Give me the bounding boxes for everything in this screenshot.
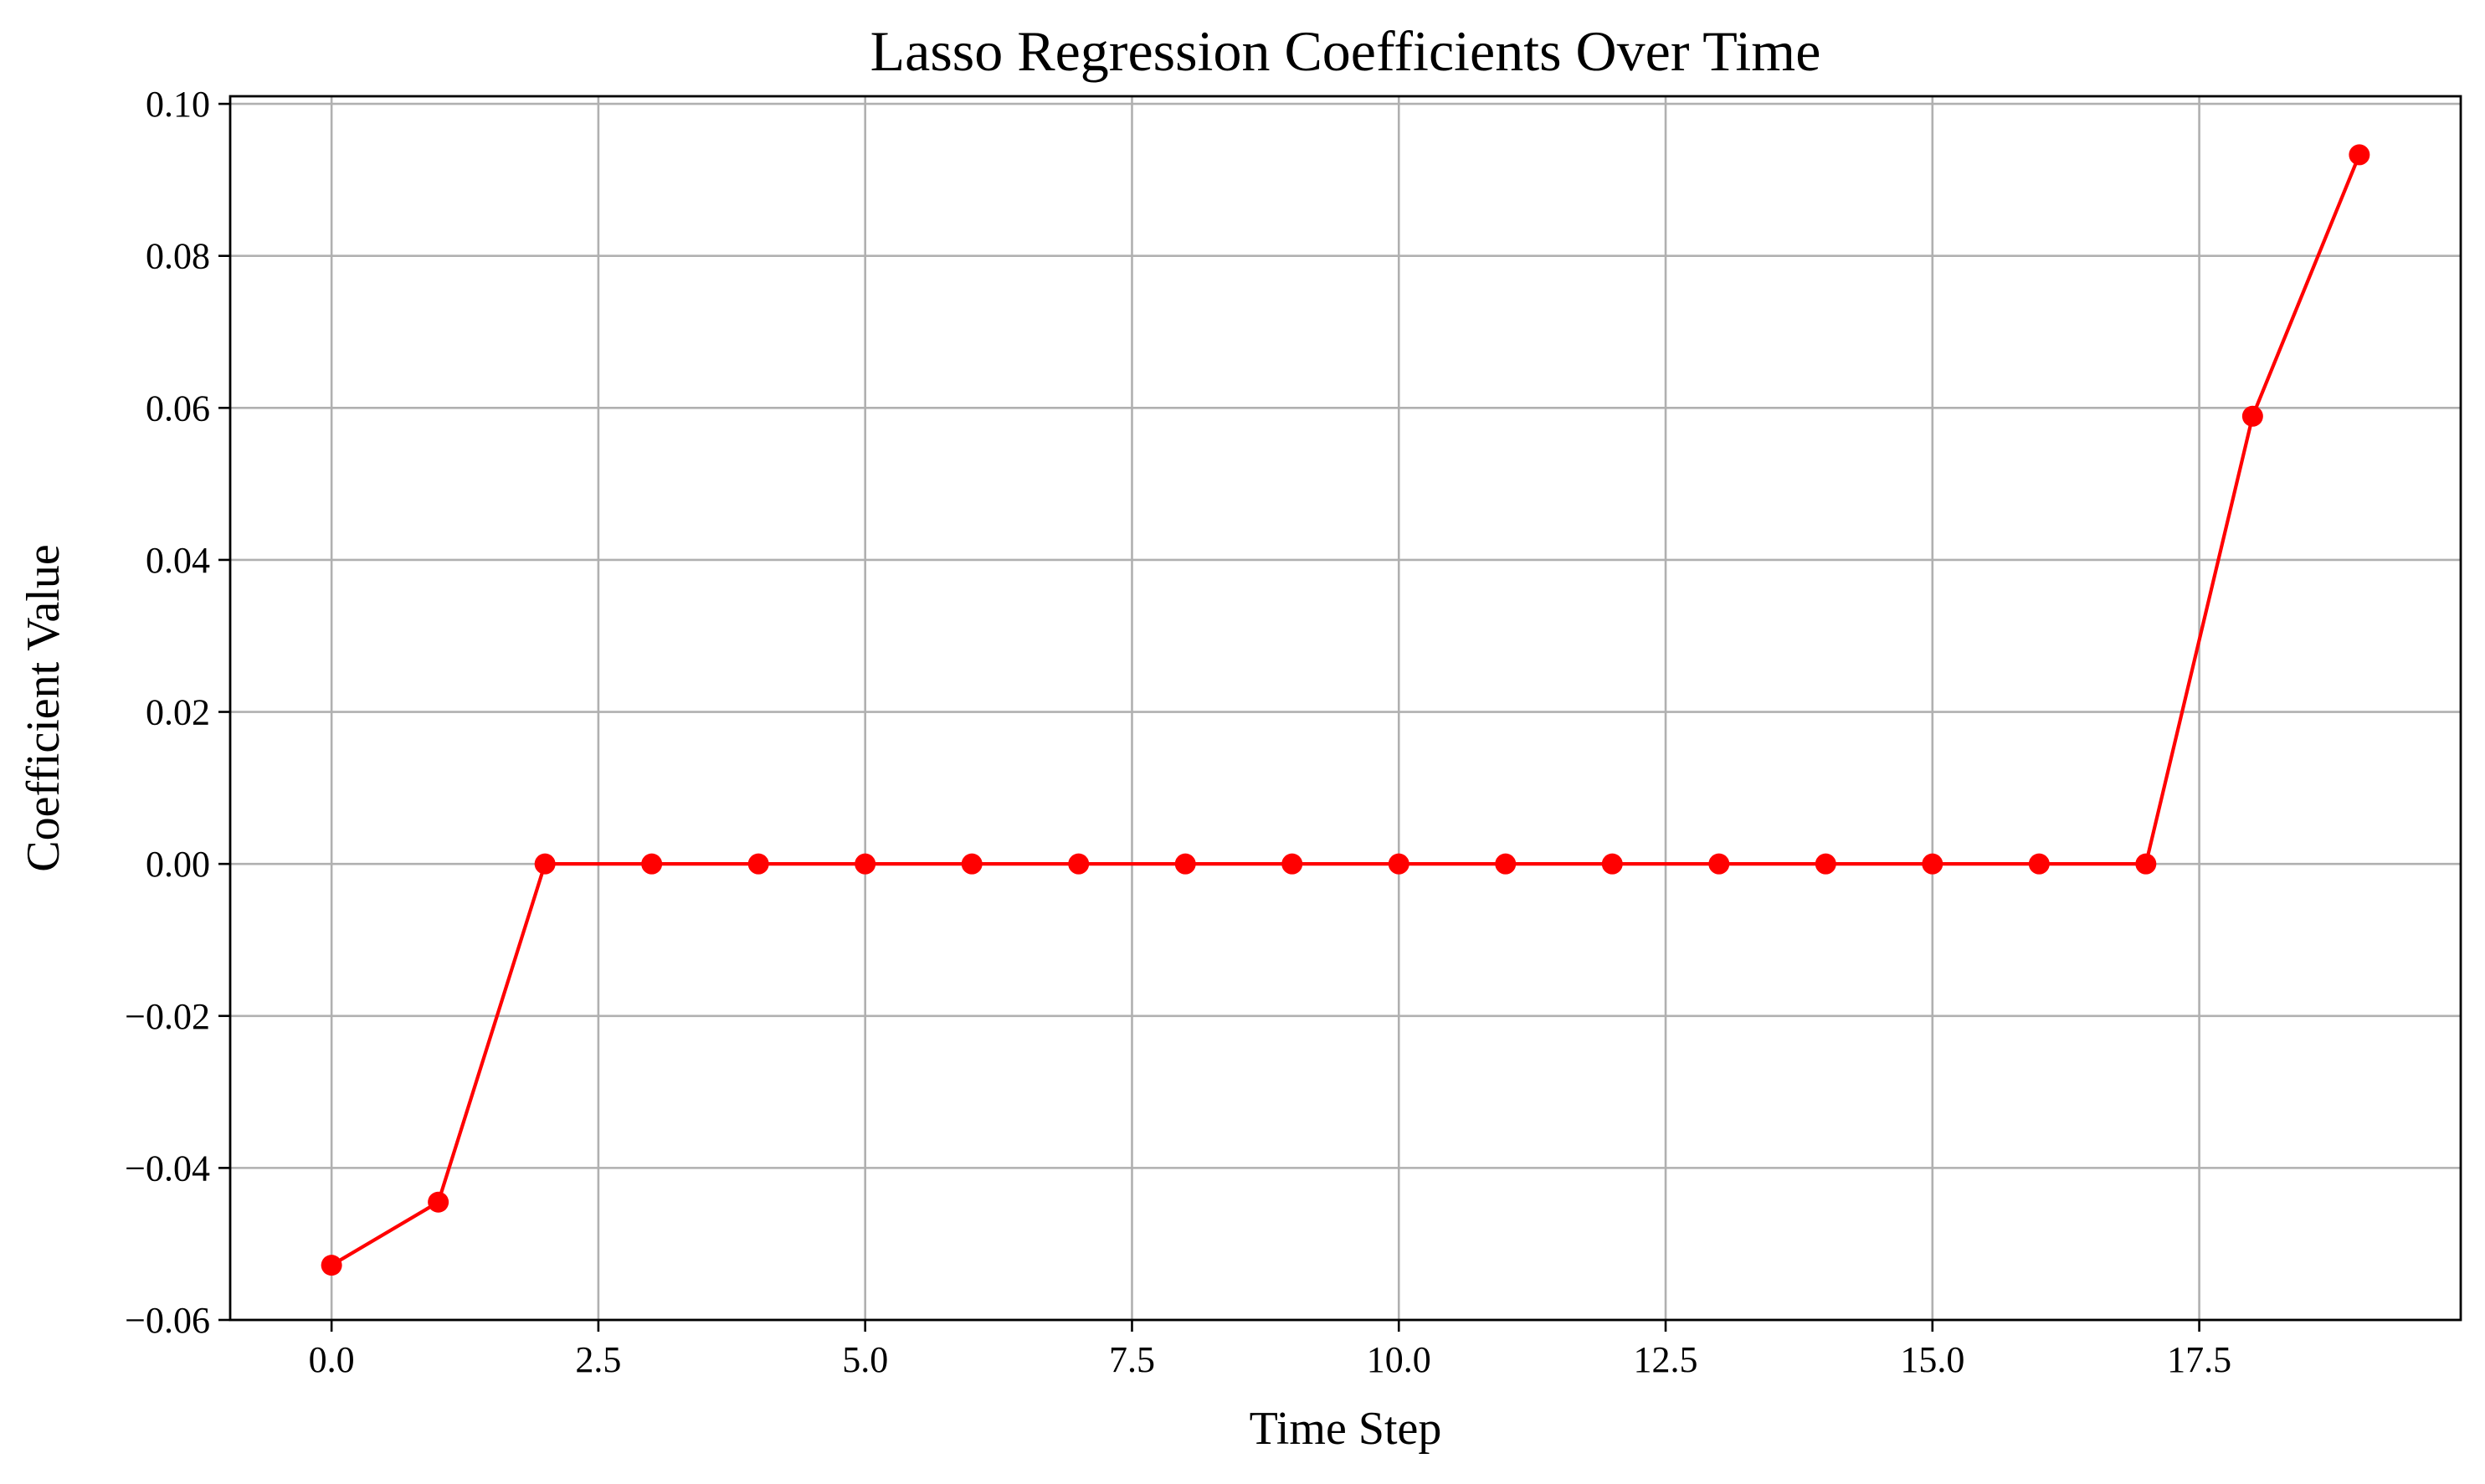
x-tick-label: 12.5 <box>1634 1339 1698 1380</box>
data-point-marker <box>961 853 983 875</box>
data-point-marker <box>2028 853 2050 875</box>
data-point-marker <box>1922 853 1943 875</box>
y-tick-label: 0.10 <box>146 84 210 125</box>
x-tick-label: 17.5 <box>2167 1339 2231 1380</box>
y-tick-label: −0.06 <box>125 1300 210 1341</box>
y-tick-label: 0.06 <box>146 388 210 429</box>
y-axis-label: Coefficient Value <box>18 544 69 871</box>
data-point-marker <box>321 1255 342 1276</box>
data-point-marker <box>1068 853 1090 875</box>
chart-title: Lasso Regression Coefficients Over Time <box>870 19 1821 83</box>
data-point-marker <box>1495 853 1517 875</box>
x-axis-label: Time Step <box>1250 1403 1442 1455</box>
series-layer <box>321 144 2370 1276</box>
data-point-marker <box>1388 853 1409 875</box>
data-point-marker <box>2241 405 2263 427</box>
y-tick-label: 0.08 <box>146 236 210 277</box>
x-tick-label: 0.0 <box>309 1339 355 1380</box>
data-point-marker <box>641 853 663 875</box>
y-tick-label: −0.02 <box>125 996 210 1037</box>
x-tick-label: 15.0 <box>1900 1339 1964 1380</box>
data-point-marker <box>1174 853 1196 875</box>
x-tick-label: 2.5 <box>575 1339 621 1380</box>
data-point-marker <box>1601 853 1623 875</box>
y-tick-label: 0.04 <box>146 540 210 581</box>
data-point-marker <box>428 1191 449 1213</box>
data-point-marker <box>747 853 769 875</box>
data-point-marker <box>1708 853 1730 875</box>
y-tick-label: −0.04 <box>125 1148 210 1189</box>
y-tick-label: 0.02 <box>146 692 210 733</box>
data-point-marker <box>855 853 876 875</box>
data-point-marker <box>1815 853 1836 875</box>
data-point-marker <box>1281 853 1303 875</box>
series-line <box>331 154 2361 1267</box>
data-point-marker <box>534 853 556 875</box>
x-tick-label: 10.0 <box>1367 1339 1431 1380</box>
axes-frame <box>228 95 2462 1322</box>
ticks: 0.0 2.5 5.0 7.5 10.0 12.5 15.0 17.5 −0.06 −0.04 −0… <box>125 84 2231 1380</box>
x-tick-label: 7.5 <box>1109 1339 1155 1380</box>
x-tick-label: 5.0 <box>842 1339 888 1380</box>
y-tick-label: 0.00 <box>146 844 210 885</box>
data-point-marker <box>2349 144 2370 166</box>
data-point-marker <box>2135 853 2157 875</box>
